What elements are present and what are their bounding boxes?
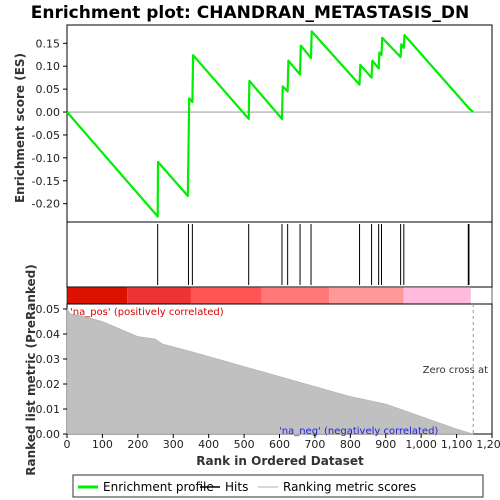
- x-tick-label: 100: [92, 438, 113, 451]
- color-bar-segment: [127, 287, 191, 304]
- legend-item-label: Hits: [225, 480, 248, 494]
- x-tick-label: 200: [127, 438, 148, 451]
- metric-y-tick-label: 0.02: [36, 378, 61, 391]
- es-y-tick-label: -0.10: [32, 152, 60, 165]
- metric-y-tick-label: 0.05: [36, 303, 61, 316]
- metric-y-tick-label: 0.00: [36, 428, 61, 441]
- x-tick-label: 400: [198, 438, 219, 451]
- es-y-tick-label: -0.15: [32, 175, 60, 188]
- chart-title: Enrichment plot: CHANDRAN_METASTASIS_DN: [31, 3, 469, 23]
- metric-y-tick-label: 0.04: [36, 328, 61, 341]
- color-bar-segment: [261, 287, 330, 304]
- neg-correlated-label: 'na_neg' (negatively correlated): [279, 426, 438, 437]
- color-bar-segment: [329, 287, 404, 304]
- x-tick-label: 0: [64, 438, 71, 451]
- es-y-tick-label: -0.20: [32, 198, 60, 211]
- es-y-tick-label: 0.10: [36, 60, 61, 73]
- ranking-metric-area: [66, 308, 474, 435]
- x-tick-label: 1,100: [441, 438, 473, 451]
- es-plot-frame: [66, 24, 493, 223]
- zero-cross-label: Zero cross at: [423, 365, 488, 376]
- legend-box: [72, 474, 484, 498]
- es-y-tick-label: 0.05: [36, 83, 61, 96]
- color-bar-segment: [67, 287, 128, 304]
- x-tick-label: 500: [234, 438, 255, 451]
- pos-correlated-label: 'na_pos' (positively correlated): [70, 307, 224, 318]
- metric-y-tick-label: 0.03: [36, 353, 61, 366]
- legend-item-label: Enrichment profile: [103, 480, 214, 494]
- x-axis-label: Rank in Ordered Dataset: [196, 454, 364, 468]
- hits-frame: [66, 221, 493, 288]
- color-bar-segment: [403, 287, 471, 304]
- legend-item-label: Ranking metric scores: [283, 480, 416, 494]
- rank-color-bar: [66, 286, 493, 305]
- es-y-tick-label: 0.15: [36, 37, 61, 50]
- enrichment-profile-line: [66, 30, 474, 218]
- es-y-axis-label: Enrichment score (ES): [13, 53, 27, 203]
- x-tick-label: 700: [304, 438, 325, 451]
- metric-y-axis-label: Ranked list metric (PreRanked): [24, 264, 38, 476]
- x-tick-label: 1,200: [476, 438, 500, 451]
- x-tick-label: 900: [375, 438, 396, 451]
- es-panel: -0.20 -0.15 -0.10 -0.05 0.00 0.05 0.10 0.15: [32, 24, 493, 223]
- x-tick-label: 300: [163, 438, 184, 451]
- x-tick-label: 600: [269, 438, 290, 451]
- es-y-tick-label: -0.05: [32, 129, 60, 142]
- hits-panel: [66, 221, 493, 288]
- ranked-metric-panel: 0.00 0.01 0.02 0.03 0.04 0.05 'na_pos' (positi…: [36, 303, 500, 451]
- x-tick-label: 1,000: [405, 438, 437, 451]
- x-tick-label: 800: [340, 438, 361, 451]
- color-bar-segment: [190, 287, 262, 304]
- metric-y-tick-label: 0.01: [36, 403, 61, 416]
- es-y-tick-label: 0.00: [36, 106, 61, 119]
- legend: Enrichment profile Hits Ranking metric sco…: [72, 474, 484, 498]
